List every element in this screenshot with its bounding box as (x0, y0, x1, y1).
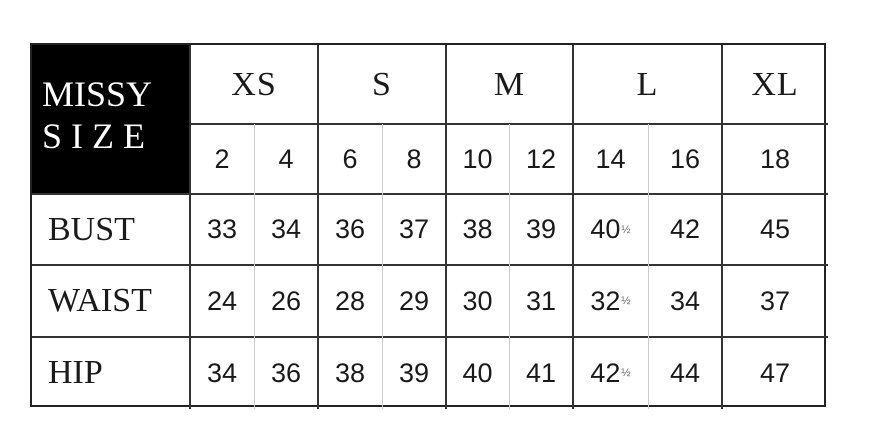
size-group-xs: XS (231, 65, 277, 103)
grid-line (572, 45, 574, 409)
measurement-bust-8: 37 (382, 194, 446, 265)
measurement-hip-8: 39 (382, 337, 446, 409)
measurement-value: 38 (462, 214, 493, 244)
size-8: 8 (406, 143, 422, 174)
row-label-hip: HIP (48, 354, 103, 391)
measurement-waist-12: 31 (509, 265, 573, 337)
fraction-half: ½ (621, 223, 631, 236)
measurement-bust-6: 36 (318, 194, 382, 265)
grid-line (32, 264, 828, 266)
measurement-waist-6: 28 (318, 265, 382, 337)
missy-size-header: MISSY S I Z E (32, 45, 190, 193)
grid-line (382, 124, 383, 409)
measurement-bust-10: 38 (446, 194, 509, 265)
measurement-hip-2: 34 (190, 337, 254, 409)
measurement-bust-14: 40 ½ (573, 194, 648, 265)
measurement-hip-12: 41 (509, 337, 573, 409)
measurement-value: 41 (525, 357, 557, 388)
measurement-value: 36 (270, 357, 302, 388)
size-18: 18 (759, 143, 791, 174)
measurement-value: 39 (525, 214, 557, 244)
measurement-hip-18: 47 (722, 337, 828, 409)
measurement-value: 26 (270, 285, 302, 316)
measurement-bust-2: 33 (190, 194, 254, 265)
size-group-s: S (372, 65, 392, 103)
measurement-bust-18: 45 (722, 194, 828, 265)
measurement-waist-10: 30 (446, 265, 509, 337)
measurement-hip-14: 42 ½ (573, 337, 648, 409)
grid-line (32, 193, 828, 195)
grid-line (509, 124, 510, 409)
row-label-bust: BUST (48, 210, 135, 248)
size-10: 10 (462, 143, 493, 174)
size-2: 2 (214, 143, 230, 174)
measurement-hip-6: 38 (318, 337, 382, 409)
measurement-bust-16: 42 (648, 194, 722, 265)
measurement-waist-2: 24 (190, 265, 254, 337)
size-4: 4 (278, 143, 294, 174)
grid-line (648, 124, 649, 409)
header-line-2: S I Z E (42, 116, 145, 156)
measurement-value: 38 (334, 357, 366, 388)
measurement-value: 31 (525, 285, 557, 316)
measurement-value: 34 (206, 357, 238, 388)
grid-line (317, 45, 319, 409)
grid-line (721, 45, 723, 409)
size-14: 14 (595, 143, 626, 174)
measurement-bust-4: 34 (254, 194, 318, 265)
measurement-value: 34 (270, 214, 302, 244)
grid-line (32, 336, 828, 338)
size-group-l: L (636, 65, 659, 103)
measurement-value: 29 (398, 285, 430, 316)
measurement-value: 32 (590, 285, 621, 316)
measurement-hip-16: 44 (648, 337, 722, 409)
measurement-waist-16: 34 (648, 265, 722, 337)
measurement-value: 45 (759, 214, 791, 244)
row-label-waist: WAIST (48, 282, 152, 319)
measurement-value: 33 (206, 214, 238, 244)
size-chart-table: MISSY S I Z E XS S M L XL 2 4 6 8 10 12 14 16 18 BUST 3… (30, 43, 828, 409)
size-group-m: M (493, 65, 526, 103)
measurement-value: 40 (462, 357, 493, 388)
measurement-waist-14: 32 ½ (573, 265, 648, 337)
size-group-xl: XL (751, 65, 799, 103)
grid-line (189, 45, 191, 409)
measurement-value: 30 (462, 285, 493, 316)
measurement-waist-18: 37 (722, 265, 828, 337)
measurement-bust-12: 39 (509, 194, 573, 265)
measurement-value: 44 (669, 357, 701, 388)
header-line-1: MISSY (42, 74, 153, 114)
grid-line (254, 124, 255, 409)
measurement-value: 36 (334, 214, 366, 244)
grid-line (445, 45, 447, 409)
measurement-value: 34 (669, 285, 701, 316)
measurement-value: 37 (759, 285, 791, 316)
measurement-value: 40 (590, 214, 621, 244)
measurement-value: 42 (590, 357, 621, 388)
measurement-value: 39 (398, 357, 430, 388)
measurement-waist-4: 26 (254, 265, 318, 337)
size-12: 12 (525, 143, 557, 174)
measurement-value: 47 (759, 357, 791, 388)
measurement-value: 42 (669, 214, 701, 244)
measurement-hip-10: 40 (446, 337, 509, 409)
measurement-value: 37 (398, 214, 430, 244)
measurement-value: 28 (334, 285, 366, 316)
fraction-half: ½ (621, 367, 631, 379)
measurement-value: 24 (206, 285, 238, 316)
size-16: 16 (669, 143, 701, 174)
measurement-waist-8: 29 (382, 265, 446, 337)
measurement-hip-4: 36 (254, 337, 318, 409)
fraction-half: ½ (621, 295, 631, 307)
size-6: 6 (342, 143, 358, 174)
